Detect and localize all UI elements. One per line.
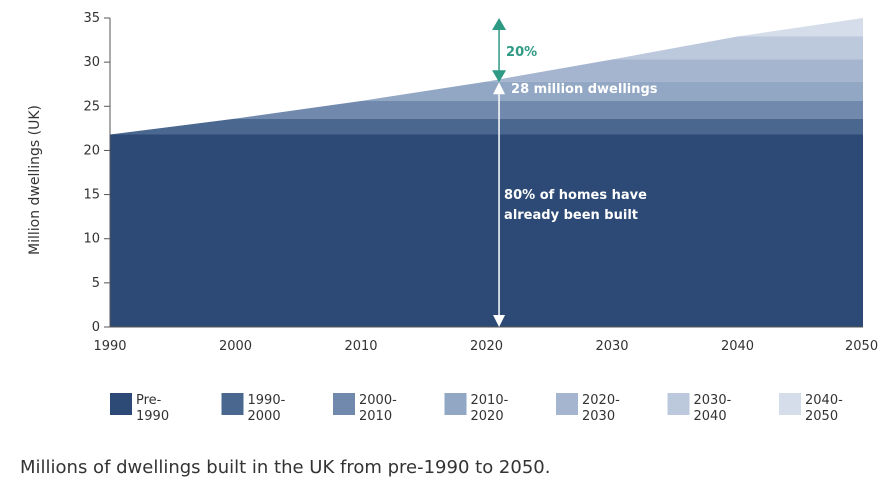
y-tick-label: 5 <box>92 276 100 291</box>
built-arrow-head-up <box>493 82 506 95</box>
y-tick-label: 35 <box>83 11 100 26</box>
area-band-1 <box>110 118 863 135</box>
legend-label-2: 2010 <box>359 409 392 424</box>
figure-caption: Millions of dwellings built in the UK fr… <box>20 457 551 478</box>
legend-label-3: 2020 <box>471 409 504 424</box>
legend-label-6: 2040- <box>805 393 843 408</box>
built-arrow-head-down <box>493 315 506 327</box>
legend-label-0: Pre- <box>136 393 162 408</box>
legend-swatch-4 <box>556 393 578 415</box>
area-band-6 <box>110 18 863 37</box>
x-tick-label: 2010 <box>344 339 377 354</box>
y-tick-label: 10 <box>83 232 100 247</box>
y-tick-label: 20 <box>83 143 100 158</box>
x-tick-label: 2040 <box>721 339 754 354</box>
x-tick-label: 1990 <box>93 339 126 354</box>
y-tick-label: 30 <box>83 55 100 70</box>
legend-label-1: 1990- <box>248 393 286 408</box>
legend: Pre-1990 1990-2000 2000-2010 2010-2020 2020-… <box>110 393 843 424</box>
legend-label-5: 2040 <box>694 409 727 424</box>
legend-swatch-1 <box>221 393 244 415</box>
axes: 0 5 10 15 20 25 30 35 1990 2000 2010 2020 2030 2040 20… <box>83 11 878 354</box>
x-tick-label: 2050 <box>845 339 878 354</box>
already-built-label-line2: already been built <box>504 208 638 223</box>
legend-swatch-6 <box>779 393 801 415</box>
legend-label-1: 2000 <box>248 409 281 424</box>
legend-label-0: 1990 <box>136 409 169 424</box>
area-layers <box>110 18 863 327</box>
already-built-label-line1: 80% of homes have <box>504 188 647 203</box>
growth-arrow-head-down <box>492 70 507 83</box>
y-tick-label: 0 <box>92 320 100 335</box>
x-tick-label: 2020 <box>470 339 503 354</box>
legend-label-5: 2030- <box>694 393 732 408</box>
growth-percent-label: 20% <box>506 45 537 60</box>
legend-label-6: 2050 <box>805 409 838 424</box>
dwellings-2021-label: 28 million dwellings <box>511 82 658 97</box>
growth-arrow-head-up <box>492 18 507 30</box>
area-band-2 <box>110 100 863 119</box>
legend-label-3: 2010- <box>471 393 509 408</box>
legend-label-4: 2020- <box>582 393 620 408</box>
area-band-4 <box>110 59 863 82</box>
legend-swatch-3 <box>444 393 467 415</box>
legend-swatch-2 <box>333 393 355 415</box>
area-band-0 <box>110 134 863 327</box>
area-band-5 <box>110 36 863 60</box>
legend-swatch-0 <box>110 393 132 415</box>
y-tick-label: 15 <box>83 188 100 203</box>
legend-label-4: 2030 <box>582 409 615 424</box>
annotations: 20% 28 million dwellings 80% of homes have… <box>492 18 658 327</box>
y-tick-label: 25 <box>83 99 100 114</box>
area-band-3 <box>110 81 863 101</box>
x-tick-label: 2030 <box>595 339 628 354</box>
x-tick-label: 2000 <box>219 339 252 354</box>
legend-swatch-5 <box>667 393 690 415</box>
y-axis-label: Million dwellings (UK) <box>27 105 43 255</box>
legend-label-2: 2000- <box>359 393 397 408</box>
